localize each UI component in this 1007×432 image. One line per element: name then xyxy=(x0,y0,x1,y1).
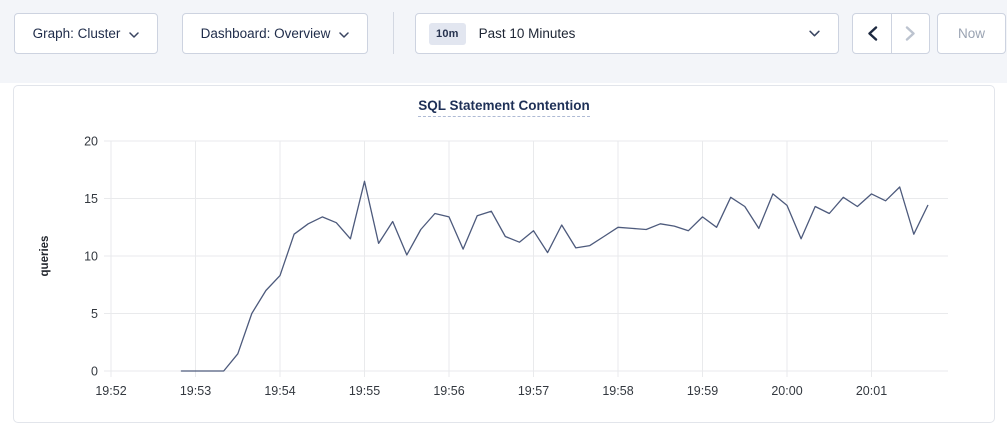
toolbar-divider xyxy=(393,12,394,54)
time-prev-button[interactable] xyxy=(853,14,891,53)
chevron-right-icon xyxy=(905,26,916,41)
time-range-picker[interactable]: 10m Past 10 Minutes xyxy=(415,13,839,54)
svg-text:19:59: 19:59 xyxy=(687,384,718,398)
svg-text:20:01: 20:01 xyxy=(856,384,887,398)
svg-text:20: 20 xyxy=(84,135,98,149)
svg-text:19:57: 19:57 xyxy=(518,384,549,398)
chart-title-row: SQL Statement Contention xyxy=(14,97,994,117)
chart-title[interactable]: SQL Statement Contention xyxy=(418,98,590,117)
dashboard-dropdown[interactable]: Dashboard: Overview xyxy=(182,13,368,54)
chevron-down-icon xyxy=(339,31,350,38)
time-step-button-group xyxy=(852,13,930,54)
dashboard-dropdown-label: Dashboard: Overview xyxy=(200,26,331,41)
chevron-down-icon xyxy=(129,31,140,38)
svg-text:0: 0 xyxy=(91,365,98,379)
time-range-badge: 10m xyxy=(429,22,466,45)
time-next-button[interactable] xyxy=(891,14,929,53)
chevron-down-icon xyxy=(809,30,820,37)
svg-text:5: 5 xyxy=(91,307,98,321)
svg-text:20:00: 20:00 xyxy=(771,384,802,398)
graph-dropdown-label: Graph: Cluster xyxy=(32,26,121,41)
svg-text:10: 10 xyxy=(84,250,98,264)
graph-dropdown[interactable]: Graph: Cluster xyxy=(14,13,158,54)
svg-text:19:56: 19:56 xyxy=(433,384,464,398)
svg-text:19:53: 19:53 xyxy=(180,384,211,398)
toolbar: Graph: Cluster Dashboard: Overview 10m P… xyxy=(0,0,1007,83)
svg-text:queries: queries xyxy=(39,236,51,277)
svg-text:15: 15 xyxy=(84,192,98,206)
chevron-left-icon xyxy=(867,26,878,41)
svg-text:19:58: 19:58 xyxy=(602,384,633,398)
svg-text:19:52: 19:52 xyxy=(95,384,126,398)
chart-card: SQL Statement Contention 0 5 10 15 20 19:52 19… xyxy=(13,85,995,423)
time-range-label: Past 10 Minutes xyxy=(478,26,576,41)
sql-statement-contention-chart: 0 5 10 15 20 19:52 19:53 19:54 19:55 19:56 19:57 19… xyxy=(39,135,948,398)
now-button[interactable]: Now xyxy=(937,13,1006,54)
svg-text:19:55: 19:55 xyxy=(349,384,380,398)
svg-text:19:54: 19:54 xyxy=(264,384,295,398)
